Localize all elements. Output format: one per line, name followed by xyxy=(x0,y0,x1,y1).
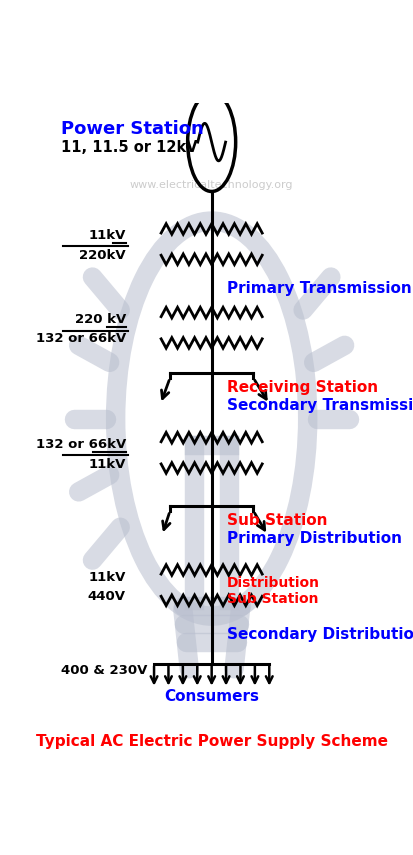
Text: Sub Station: Sub Station xyxy=(227,592,318,606)
Text: 440V: 440V xyxy=(88,590,126,603)
Text: www.electricaltechnology.org: www.electricaltechnology.org xyxy=(130,180,293,190)
Text: Distribution: Distribution xyxy=(227,576,320,590)
Text: 11kV: 11kV xyxy=(88,229,126,242)
Text: Primary Distribution: Primary Distribution xyxy=(227,531,402,546)
Text: 220 kV: 220 kV xyxy=(75,313,126,326)
Text: Primary Transmission: Primary Transmission xyxy=(227,280,412,296)
Text: Secondary Distribution: Secondary Distribution xyxy=(227,627,413,642)
Text: 11kV: 11kV xyxy=(88,458,126,471)
Text: 400 & 230V: 400 & 230V xyxy=(61,663,147,676)
Text: Receiving Station: Receiving Station xyxy=(227,380,378,395)
Text: Power Station: Power Station xyxy=(61,120,204,138)
Text: 11kV: 11kV xyxy=(88,571,126,585)
Text: 220kV: 220kV xyxy=(79,249,126,262)
Text: 132 or 66kV: 132 or 66kV xyxy=(36,333,126,345)
Text: Sub Station: Sub Station xyxy=(227,513,328,528)
Text: 132 or 66kV: 132 or 66kV xyxy=(36,438,126,451)
Text: Typical AC Electric Power Supply Scheme: Typical AC Electric Power Supply Scheme xyxy=(36,734,388,749)
Text: Consumers: Consumers xyxy=(164,689,259,704)
Text: Secondary Transmission: Secondary Transmission xyxy=(227,398,413,413)
Text: 11, 11.5 or 12kV: 11, 11.5 or 12kV xyxy=(61,140,198,155)
